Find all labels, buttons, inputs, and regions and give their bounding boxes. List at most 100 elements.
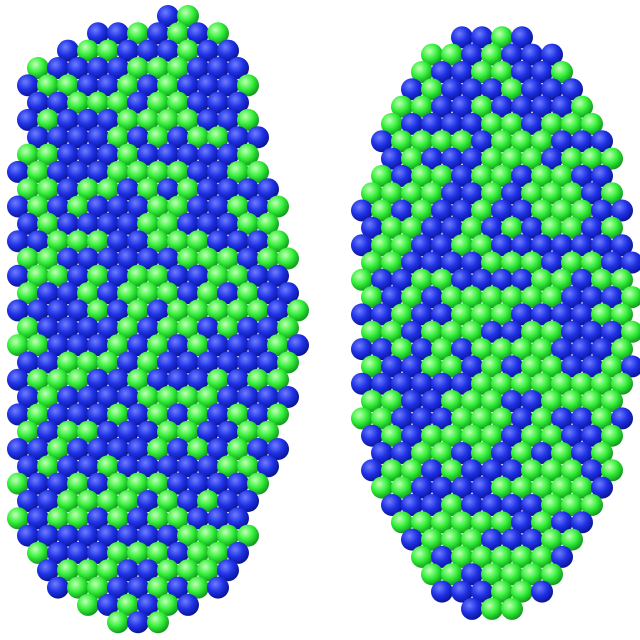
faceted-cluster-blue-atom — [47, 160, 69, 183]
rounded-cluster-green-atom — [511, 545, 533, 568]
faceted-cluster-green-atom — [167, 57, 189, 79]
faceted-cluster-blue-atom — [207, 195, 229, 218]
faceted-cluster-blue-atom — [267, 299, 289, 322]
faceted-cluster-green-atom — [147, 195, 169, 218]
faceted-cluster-green-atom — [137, 178, 159, 201]
faceted-cluster-green-atom — [287, 299, 309, 322]
faceted-cluster-green-atom — [187, 126, 209, 149]
faceted-cluster-green-atom — [107, 126, 129, 149]
rounded-cluster-green-atom — [601, 216, 623, 239]
faceted-cluster-blue-atom — [67, 403, 89, 426]
faceted-cluster-blue-atom — [97, 386, 119, 408]
faceted-cluster-green-atom — [137, 351, 159, 374]
rounded-cluster-green-atom — [451, 407, 473, 430]
faceted-cluster-blue-atom — [77, 212, 99, 235]
faceted-cluster-blue-atom — [117, 559, 139, 582]
faceted-cluster-blue-atom — [27, 438, 49, 460]
rounded-cluster-blue-atom — [401, 494, 423, 516]
faceted-cluster-blue-atom — [67, 299, 89, 322]
faceted-cluster-blue-atom — [167, 126, 189, 149]
faceted-cluster-blue-atom — [157, 351, 179, 374]
faceted-cluster-blue-atom — [167, 264, 189, 287]
faceted-cluster-green-atom — [167, 507, 189, 530]
faceted-cluster-blue-atom — [197, 316, 219, 339]
faceted-cluster-blue-atom — [87, 22, 109, 45]
rounded-cluster-blue-atom — [541, 147, 563, 170]
faceted-cluster-green-atom — [277, 316, 299, 339]
rounded-cluster-blue-atom — [481, 494, 503, 516]
faceted-cluster-green-atom — [227, 160, 249, 183]
rounded-cluster-green-atom — [541, 216, 563, 239]
faceted-cluster-blue-atom — [197, 455, 219, 478]
rounded-cluster-blue-atom — [541, 43, 563, 66]
faceted-cluster-green-atom — [77, 39, 99, 62]
rounded-cluster-blue-atom — [561, 286, 583, 309]
faceted-cluster-green-atom — [187, 230, 209, 253]
rounded-cluster-green-atom — [491, 303, 513, 326]
faceted-cluster-green-atom — [147, 264, 169, 287]
rounded-cluster-green-atom — [491, 338, 513, 361]
faceted-cluster-green-atom — [177, 420, 199, 443]
rounded-cluster-blue-atom — [421, 216, 443, 239]
faceted-cluster-green-atom — [177, 247, 199, 270]
faceted-cluster-blue-atom — [217, 74, 239, 97]
rounded-cluster-green-atom — [391, 338, 413, 361]
faceted-cluster-blue-atom — [177, 74, 199, 97]
faceted-cluster-blue-atom — [47, 195, 69, 218]
rounded-cluster-blue-atom — [451, 199, 473, 222]
rounded-cluster-green-atom — [441, 390, 463, 412]
rounded-cluster-blue-atom — [531, 61, 553, 83]
faceted-cluster-blue-atom — [37, 524, 59, 547]
rounded-cluster-green-atom — [451, 303, 473, 326]
faceted-cluster-blue-atom — [177, 143, 199, 166]
faceted-cluster-blue-atom — [207, 472, 229, 495]
faceted-cluster-blue-atom — [77, 524, 99, 547]
faceted-cluster-green-atom — [117, 74, 139, 97]
rounded-cluster-blue-atom — [401, 355, 423, 378]
faceted-cluster-green-atom — [77, 490, 99, 512]
faceted-cluster-green-atom — [207, 264, 229, 287]
faceted-cluster-blue-atom — [147, 368, 169, 391]
rounded-cluster-green-atom — [561, 112, 583, 135]
faceted-cluster-blue-atom — [7, 403, 29, 426]
faceted-cluster-blue-atom — [97, 212, 119, 235]
faceted-cluster-green-atom — [167, 195, 189, 218]
faceted-cluster-green-atom — [7, 334, 29, 357]
faceted-cluster-blue-atom — [57, 143, 79, 166]
faceted-cluster-blue-atom — [237, 490, 259, 512]
faceted-cluster-blue-atom — [217, 490, 239, 512]
rounded-cluster-blue-atom — [581, 459, 603, 482]
faceted-cluster-blue-atom — [87, 195, 109, 218]
faceted-cluster-green-atom — [117, 108, 139, 131]
rounded-cluster-blue-atom — [441, 78, 463, 101]
faceted-cluster-green-atom — [157, 559, 179, 582]
faceted-cluster-blue-atom — [257, 282, 279, 305]
rounded-cluster-blue-atom — [371, 303, 393, 326]
rounded-cluster-blue-atom — [571, 234, 593, 257]
faceted-cluster-green-atom — [27, 160, 49, 183]
faceted-cluster — [7, 5, 309, 634]
rounded-cluster-green-atom — [561, 390, 583, 412]
faceted-cluster-blue-atom — [37, 490, 59, 512]
rounded-cluster-blue-atom — [621, 251, 640, 274]
faceted-cluster-blue-atom — [87, 160, 109, 183]
rounded-cluster-green-atom — [411, 130, 433, 153]
faceted-cluster-blue-atom — [127, 507, 149, 530]
faceted-cluster-blue-atom — [177, 351, 199, 374]
faceted-cluster-blue-atom — [87, 438, 109, 460]
faceted-cluster-blue-atom — [47, 472, 69, 495]
faceted-cluster-green-atom — [207, 22, 229, 45]
faceted-cluster-green-atom — [267, 403, 289, 426]
faceted-cluster-blue-atom — [67, 334, 89, 357]
faceted-cluster-blue-atom — [27, 507, 49, 530]
faceted-cluster-green-atom — [177, 5, 199, 27]
rounded-cluster-blue-atom — [481, 78, 503, 101]
faceted-cluster-green-atom — [77, 351, 99, 374]
faceted-cluster-green-atom — [257, 420, 279, 443]
faceted-cluster-blue-atom — [27, 299, 49, 322]
rounded-cluster-blue-atom — [551, 407, 573, 430]
rounded-cluster-blue-atom — [501, 182, 523, 205]
rounded-cluster-blue-atom — [511, 61, 533, 83]
rounded-cluster-green-atom — [421, 424, 443, 447]
rounded-cluster-blue-atom — [541, 78, 563, 101]
